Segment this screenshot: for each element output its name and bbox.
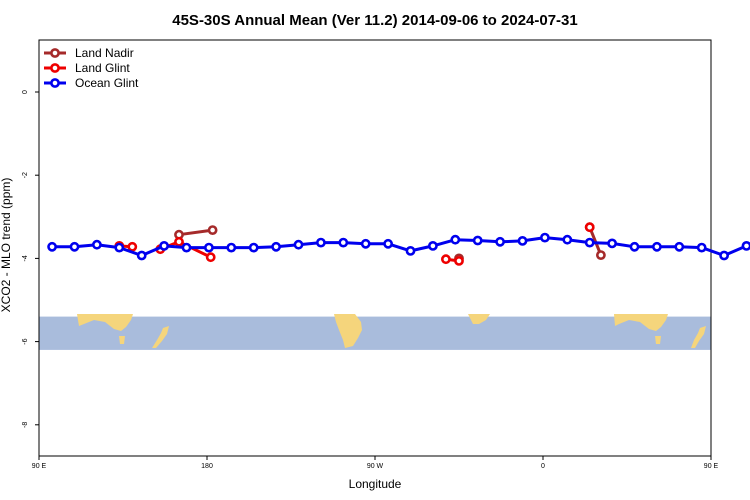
data-point-ocean-glint [315, 237, 326, 248]
legend-label: Ocean Glint [75, 76, 139, 90]
data-point-ocean-glint [652, 241, 662, 252]
data-point-ocean-glint [47, 241, 57, 252]
data-point-ocean-glint [136, 250, 147, 261]
data-point-ocean-glint [674, 241, 685, 252]
data-point-ocean-glint [584, 237, 595, 248]
data-point-ocean-glint [92, 239, 102, 250]
world-map-band [39, 314, 711, 350]
data-point-land-glint [174, 236, 184, 247]
data-point-ocean-glint [159, 240, 169, 251]
new-zealand-landmass-repeat [691, 326, 706, 348]
data-point-land-glint [454, 255, 464, 266]
data-point-ocean-glint [472, 235, 483, 246]
data-point-ocean-glint [540, 232, 550, 243]
data-point-ocean-glint [495, 236, 505, 247]
legend-item-ocean-glint: Ocean Glint [44, 76, 139, 90]
data-point-ocean-glint [696, 242, 707, 253]
plot-frame [38, 39, 712, 457]
data-point-ocean-glint [741, 241, 750, 251]
data-point-ocean-glint [360, 238, 371, 249]
legend-marker [50, 48, 60, 58]
africa-landmass [468, 314, 490, 324]
data-point-land-glint [127, 241, 138, 252]
data-point-ocean-glint [271, 241, 281, 252]
data-point-ocean-glint [203, 242, 214, 253]
legend-label: Land Nadir [75, 46, 134, 60]
chart-title: 45S-30S Annual Mean (Ver 11.2) 2014-09-0… [172, 12, 578, 29]
y-axis: 0 -2 -4 -6 -8 [22, 90, 39, 428]
legend-label: Land Glint [75, 61, 130, 75]
series-layer [47, 222, 750, 266]
data-point-ocean-glint [719, 250, 729, 261]
data-point-ocean-glint [181, 242, 192, 253]
data-point-land-nadir [596, 250, 606, 260]
y-tick-label: -2 [22, 172, 29, 178]
data-point-ocean-glint [427, 240, 438, 251]
y-tick-label: -6 [22, 338, 29, 344]
x-axis-label: Longitude [349, 477, 402, 491]
data-point-ocean-glint [338, 237, 349, 248]
legend-marker [50, 63, 60, 73]
series-land-nadir [174, 222, 606, 264]
australia-landmass-repeat [614, 314, 668, 331]
data-point-land-glint [440, 254, 451, 265]
legend-item-land-nadir: Land Nadir [44, 46, 134, 60]
series-ocean-glint [47, 232, 750, 261]
data-point-ocean-glint [629, 241, 640, 252]
data-point-ocean-glint [383, 238, 393, 249]
tasmania-landmass-repeat [655, 336, 661, 344]
data-point-ocean-glint [517, 235, 528, 246]
data-point-ocean-glint [114, 242, 125, 253]
y-tick-label: -4 [22, 255, 29, 261]
data-point-land-glint [584, 222, 595, 233]
data-point-ocean-glint [248, 242, 259, 253]
x-axis: 90 E 180 90 W 0 90 E [32, 456, 719, 470]
south-america-landmass [334, 314, 362, 348]
data-point-ocean-glint [293, 239, 304, 250]
y-tick-label: 0 [22, 90, 29, 94]
legend-item-land-glint: Land Glint [44, 61, 130, 75]
new-zealand-landmass [152, 326, 169, 348]
legend-marker [50, 78, 60, 88]
australia-landmass [77, 314, 133, 331]
tasmania-landmass [119, 336, 125, 344]
data-point-ocean-glint [226, 242, 237, 253]
ocean-band [39, 316, 711, 350]
y-axis-label: XCO2 - MLO trend (ppm) [0, 178, 13, 313]
data-point-ocean-glint [607, 238, 617, 249]
y-tick-label: -8 [22, 422, 29, 428]
data-point-ocean-glint [562, 234, 573, 245]
data-point-ocean-glint [405, 245, 416, 256]
x-tick-label: 90 W [367, 463, 384, 470]
x-tick-label: 180 [201, 463, 213, 470]
data-point-ocean-glint [450, 234, 461, 245]
x-tick-label: 0 [541, 463, 545, 470]
x-tick-label: 90 E [32, 463, 47, 470]
series-line-land-nadir [588, 226, 603, 256]
x-tick-label: 90 E [704, 463, 719, 470]
data-point-land-nadir [207, 225, 218, 235]
data-point-ocean-glint [69, 241, 80, 252]
series-line-land-nadir [178, 228, 213, 237]
data-point-land-glint [205, 252, 216, 263]
